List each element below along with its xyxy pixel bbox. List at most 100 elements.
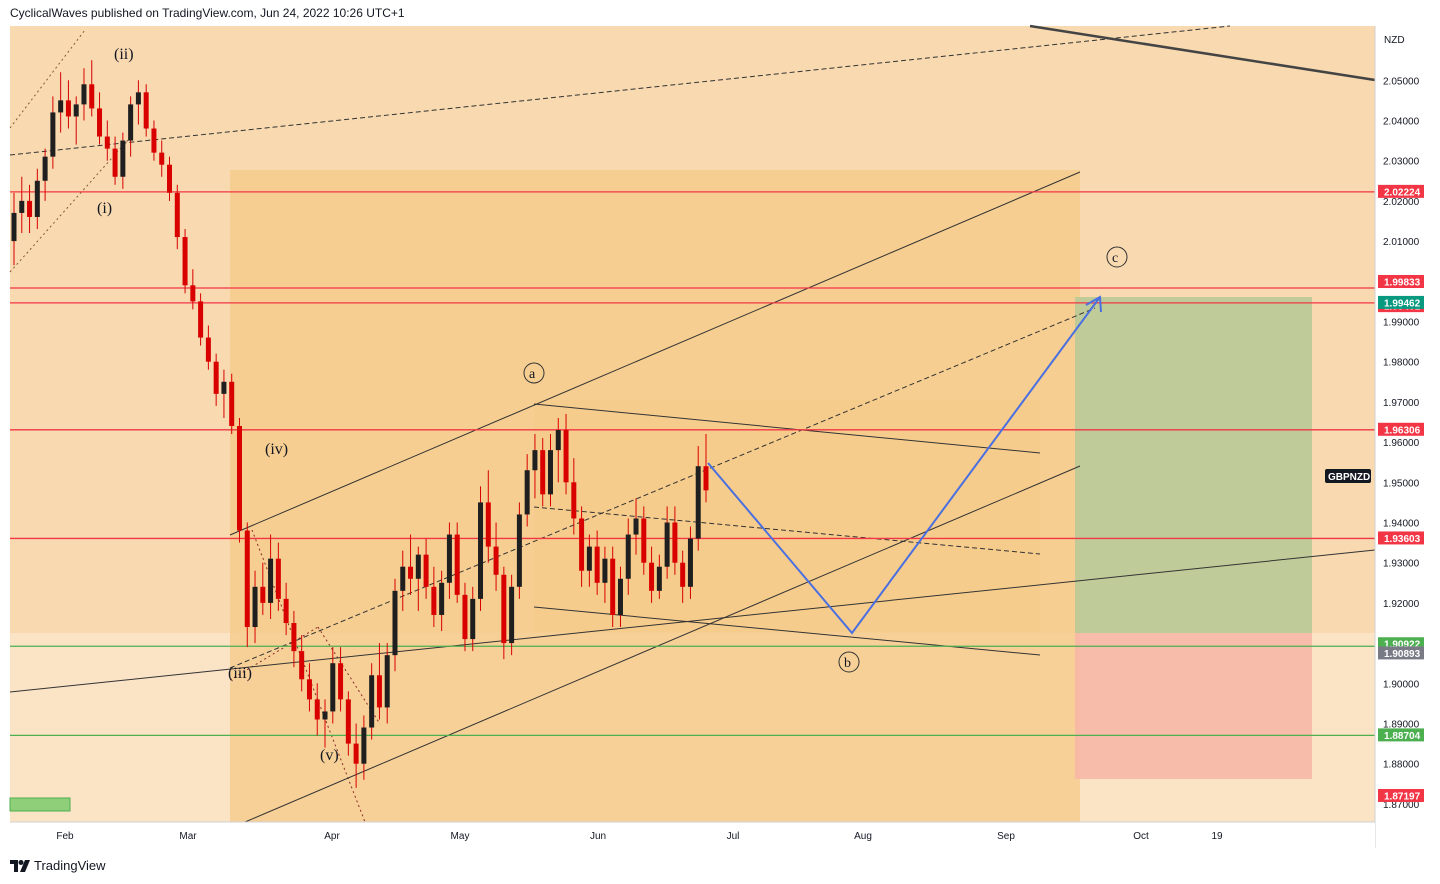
- candle-body: [384, 655, 390, 708]
- y-axis-ticks: 2.05000 2.04000 2.03000 2.02000 2.01000 1.990…: [1383, 76, 1420, 811]
- price-label: 1.99462: [1384, 298, 1421, 309]
- candle-body: [431, 586, 437, 615]
- publisher-header: CyclicalWaves published on TradingView.c…: [10, 6, 405, 20]
- candle-body: [291, 623, 297, 652]
- wave-label-iv: (iv): [265, 441, 288, 458]
- y-tick-label: 1.97000: [1383, 398, 1420, 409]
- price-scale[interactable]: [1375, 26, 1440, 848]
- y-tick-label: 1.87000: [1383, 800, 1420, 811]
- channel-upper-line: [229, 171, 1081, 536]
- price-label-bg: [1378, 646, 1424, 660]
- candle-body: [58, 100, 64, 113]
- candle-body: [120, 140, 126, 177]
- candle-body: [687, 538, 693, 587]
- y-tick-label: 2.05000: [1383, 76, 1420, 87]
- y-tick-label: 1.88000: [1383, 760, 1420, 771]
- projection-path: [707, 296, 1101, 635]
- x-tick-label: Sep: [997, 831, 1015, 842]
- candle-body: [135, 92, 141, 105]
- candle-body: [345, 699, 351, 744]
- analysis-box-extension: [534, 400, 1040, 632]
- wave-b-circle: [838, 651, 860, 673]
- price-labels: 2.022241.998331.994811.994621.963061.936…: [1378, 184, 1424, 802]
- candle-body: [174, 192, 180, 238]
- candle-body: [361, 727, 367, 764]
- candle-body: [314, 699, 320, 720]
- candle-body: [664, 522, 670, 567]
- candle-body: [252, 586, 258, 628]
- x-tick-label: Apr: [324, 831, 340, 842]
- price-label-bg: [1378, 422, 1424, 436]
- candle-body: [97, 108, 103, 137]
- price-label-bg: [1378, 728, 1424, 742]
- candle-body: [236, 426, 242, 531]
- candle-body: [547, 450, 553, 495]
- channel-mid-dashed: [229, 307, 1096, 669]
- candle-body: [268, 558, 274, 603]
- wave-dotted-line-4: [229, 626, 319, 681]
- candle-body: [11, 212, 17, 242]
- wave-label-i: (i): [97, 200, 112, 217]
- candle-body: [42, 156, 48, 181]
- wave-label-iii: (iii): [228, 665, 252, 682]
- candle-body: [221, 381, 227, 394]
- stop-zone: [1075, 633, 1312, 779]
- correction-upper-line: [533, 403, 1041, 454]
- candle-body: [501, 574, 507, 644]
- candle-body: [524, 470, 530, 515]
- symbol-badge: GBPNZD: [1328, 472, 1370, 483]
- candle-body: [462, 594, 468, 640]
- candle-body: [65, 100, 71, 117]
- y-tick-label: 2.02000: [1383, 197, 1420, 208]
- candle-body: [446, 534, 452, 583]
- wave-a-circle: [523, 362, 545, 384]
- candle-body: [50, 112, 56, 157]
- y-tick-label: 1.94000: [1383, 518, 1420, 529]
- candle-body: [182, 237, 188, 286]
- candle-body: [408, 566, 414, 579]
- candle-body: [229, 381, 235, 427]
- candle-body: [695, 466, 701, 539]
- wave-label-b: b: [844, 656, 851, 671]
- candle-body: [73, 104, 79, 117]
- y-tick-label: 2.04000: [1383, 116, 1420, 127]
- time-axis[interactable]: [10, 822, 1375, 848]
- candle-body: [143, 92, 149, 129]
- y-tick-label: 1.89000: [1383, 720, 1420, 731]
- candle-body: [703, 466, 709, 491]
- candle-body: [27, 200, 33, 217]
- legend-swatch: [9, 797, 71, 812]
- candle-body: [571, 482, 577, 519]
- candle-body: [198, 301, 204, 338]
- price-label: 1.90893: [1384, 649, 1421, 660]
- x-axis-ticks: Feb Mar Apr May Jun Jul Aug Sep Oct 19: [56, 831, 1223, 842]
- wave-dotted-line-1: [9, 29, 86, 129]
- candle-body: [617, 578, 623, 615]
- candle-body: [190, 285, 196, 302]
- x-tick-label: May: [451, 831, 470, 842]
- currency-label: NZD: [1384, 35, 1405, 46]
- candle-body: [532, 450, 538, 471]
- wave-dotted-line-3: [251, 529, 366, 823]
- y-tick-label: 1.96000: [1383, 438, 1420, 449]
- footer-brand[interactable]: TradingView: [10, 858, 106, 873]
- wave-label-c: c: [1112, 251, 1118, 266]
- level-lines: [10, 191, 1375, 737]
- candle-body: [244, 530, 250, 628]
- candle-body: [415, 554, 421, 579]
- candle-body: [586, 546, 592, 571]
- target-zone: [1075, 297, 1312, 633]
- price-label: 1.99833: [1384, 277, 1421, 288]
- candle-body: [540, 450, 546, 495]
- candle-body: [610, 558, 616, 615]
- candle-body: [81, 84, 87, 105]
- candle-body: [625, 534, 631, 579]
- y-tick-label: 1.98000: [1383, 358, 1420, 369]
- tradingview-logo-icon: [10, 859, 30, 872]
- candle-body: [439, 582, 445, 615]
- candle-body: [633, 518, 639, 535]
- candle-body: [493, 546, 499, 575]
- price-label: 1.96306: [1384, 425, 1421, 436]
- candle-body: [641, 518, 647, 563]
